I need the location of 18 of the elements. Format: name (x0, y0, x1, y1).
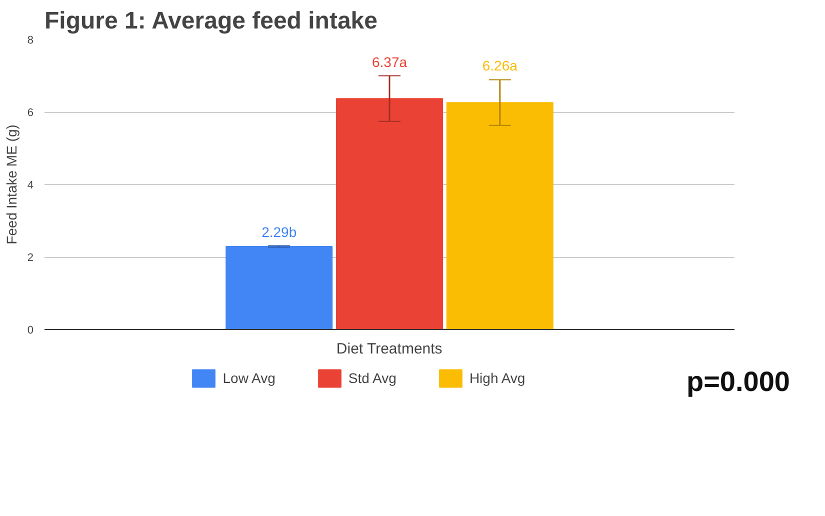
y-tick-label: 6 (27, 107, 34, 119)
y-tick-label: 8 (27, 34, 34, 46)
y-tick-label: 0 (27, 324, 34, 336)
data-label: 2.29b (262, 224, 297, 240)
bar (226, 246, 333, 330)
bar (336, 98, 443, 330)
y-tick-label: 4 (27, 180, 34, 192)
y-axis-title: Feed Intake ME (g) (3, 124, 20, 244)
legend-label: High Avg (469, 370, 526, 386)
data-label: 6.37a (372, 54, 408, 70)
legend-label: Std Avg (348, 370, 396, 386)
bar (446, 102, 554, 330)
y-tick-label: 2 (27, 252, 34, 264)
text: p=0.000 (686, 365, 790, 399)
data-label: 6.26a (482, 58, 518, 74)
chart-title: Figure 1: Average feed intake (44, 8, 378, 34)
x-axis-title: Diet Treatments (336, 340, 442, 358)
legend-label: Low Avg (222, 370, 276, 386)
